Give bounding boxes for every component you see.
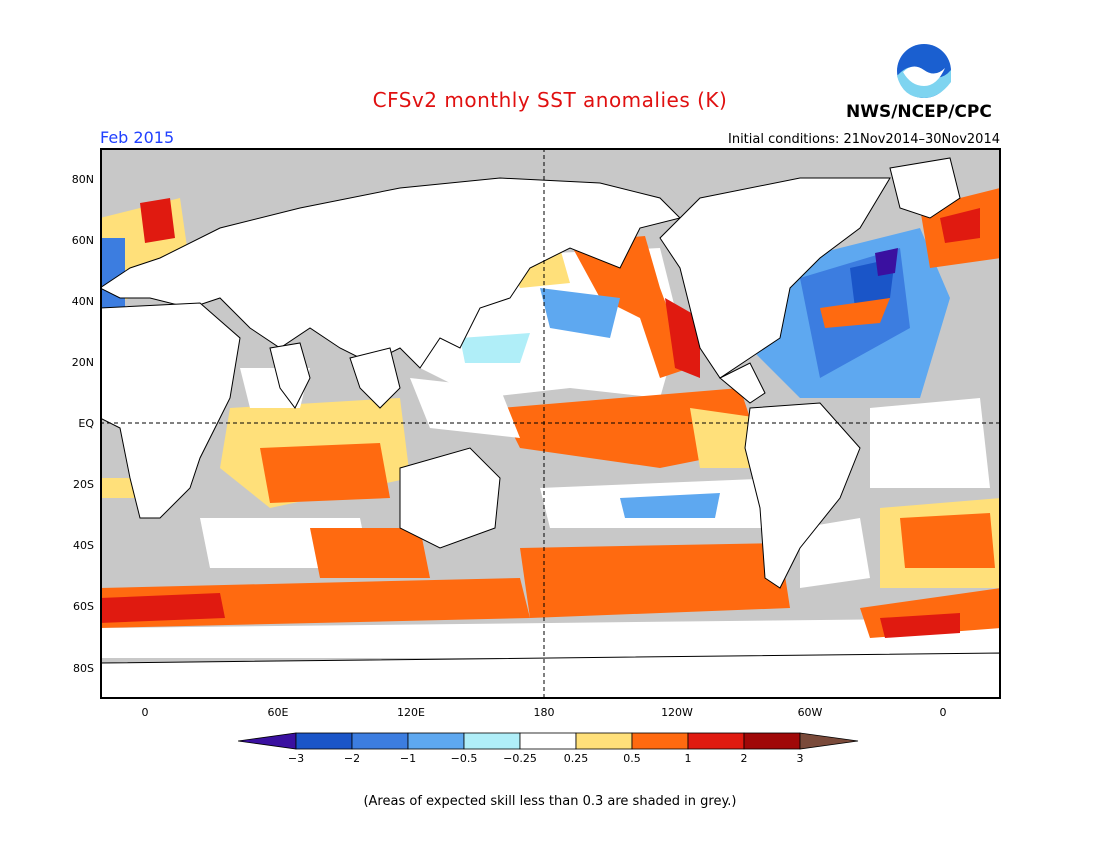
colorbar-segment [743,732,801,750]
colorbar-segment [575,732,633,750]
colorbar-segment [519,732,577,750]
colorbar-segment [463,732,521,750]
lon-label: 120W [661,706,693,719]
colorbar-tick-label: −0.5 [450,752,478,765]
lon-label: 0 [141,706,149,719]
lon-label: 0 [939,706,947,719]
colorbar-tick-label: −1 [399,752,417,765]
agency-label: NWS/NCEP/CPC [846,102,992,122]
initial-conditions: Initial conditions: 21Nov2014–30Nov2014 [728,132,1000,147]
lat-label: EQ [78,417,94,430]
lon-label: 60W [797,706,823,719]
lon-label: 60E [267,706,289,719]
colorbar-tick-label: 1 [684,752,692,765]
lat-label: 40N [71,295,94,308]
noaa-logo [893,42,963,104]
lat-label: 20N [71,356,94,369]
lat-label: 80N [71,173,94,186]
lat-label: 60N [71,234,94,247]
colorbar-segment [295,732,353,750]
land-masses [99,157,1002,700]
colorbar-tick-label: 0.5 [623,752,641,765]
lat-label: 20S [73,478,94,491]
lat-label: 80S [73,662,94,675]
colorbar-segment [351,732,409,750]
colorbar-tick-label: −2 [343,752,361,765]
colorbar-triangle-high [799,732,859,750]
forecast-month: Feb 2015 [100,128,175,147]
colorbar-segment [631,732,689,750]
map-frame [100,148,1001,699]
colorbar-tick-label: −3 [287,752,305,765]
lon-label: 180 [533,706,555,719]
skill-note: (Areas of expected skill less than 0.3 a… [363,794,737,809]
sst-anomaly-map [99,148,1002,703]
lat-label: 40S [73,539,94,552]
colorbar-segment [407,732,465,750]
colorbar-tick-label: 2 [740,752,748,765]
map-title: CFSv2 monthly SST anomalies (K) [372,88,728,112]
lon-label: 120E [397,706,425,719]
colorbar-tick-label: −0.25 [503,752,537,765]
colorbar-segment [687,732,745,750]
colorbar-triangle-low [237,732,297,750]
colorbar-tick-label: 3 [796,752,804,765]
colorbar-tick-label: 0.25 [563,752,589,765]
lat-label: 60S [73,600,94,613]
colorbar [237,732,862,754]
